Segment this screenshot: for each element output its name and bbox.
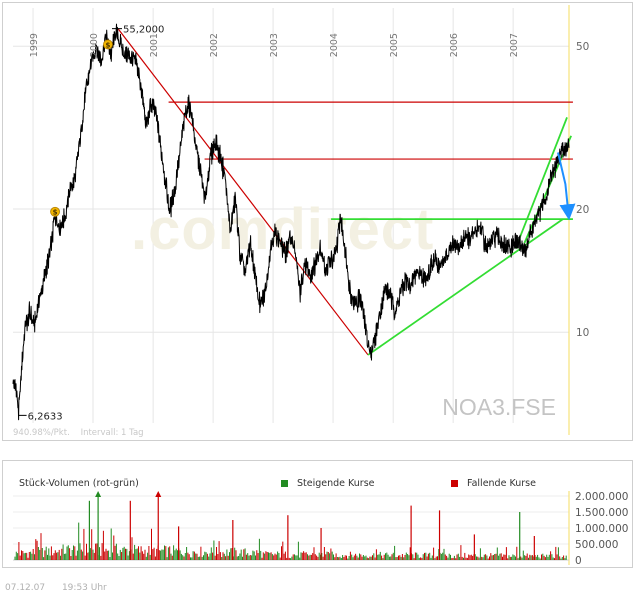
price-chart-panel: .comdirect 1999 2000 2001 2002 2003 2004 2005 2… (2, 2, 633, 441)
y-tick-label: 50 (576, 41, 589, 53)
projection-arrow (557, 152, 576, 221)
x-tick-label: 2002 (209, 33, 220, 57)
x-tick-label: 2007 (509, 33, 520, 57)
price-chart: .comdirect 1999 2000 2001 2002 2003 2004 2005 2… (12, 5, 589, 438)
volume-tick-labels: 2.000.000 1.500.000 1.000.000 500.000 0 (575, 491, 628, 567)
volume-tick-label: 2.000.000 (575, 491, 628, 503)
price-line (12, 23, 570, 421)
min-label: 6,2633 (28, 411, 63, 422)
legend-label-rising: Steigende Kurse (297, 478, 375, 489)
volume-tick-label: 0 (575, 555, 582, 567)
trendline (367, 218, 564, 356)
volume-title: Stück-Volumen (rot-grün) (19, 478, 139, 489)
interval-info: 940.98%/Pkt. Intervall: 1 Tag (13, 428, 144, 438)
symbol-label: NOA3.FSE (442, 394, 556, 420)
trendlines (117, 28, 573, 356)
y-tick-label: 10 (576, 327, 589, 339)
price-series (12, 23, 570, 421)
legend-label-falling: Fallende Kurse (467, 478, 536, 489)
volume-tick-label: 500.000 (575, 539, 618, 551)
x-tick-label: 2004 (329, 33, 340, 57)
price-annotations: 55,2000 6,2633 $ $ (18, 25, 576, 422)
dividend-marker (50, 206, 60, 217)
footer-time: 19:53 Uhr (61, 583, 107, 593)
volume-tick-label: 1.500.000 (575, 507, 628, 519)
x-tick-label: 2006 (449, 33, 460, 57)
x-tick-label: 2001 (149, 33, 160, 57)
volume-bars (14, 491, 567, 560)
footer: 07.12.07 19:53 Uhr (5, 583, 121, 593)
x-tick-label: 2000 (89, 33, 100, 57)
price-tick-labels: 1999 2000 2001 2002 2003 2004 2005 2006 2007 50 20… (29, 33, 589, 339)
volume-chart-panel: Stück-Volumen (rot-grün) Steigende Kurse… (2, 460, 633, 568)
y-tick-label: 20 (576, 204, 589, 216)
trendline (117, 28, 369, 356)
max-label: 55,2000 (123, 25, 164, 36)
volume-chart: Stück-Volumen (rot-grün) Steigende Kurse… (13, 478, 628, 567)
overflow-arrow (95, 491, 102, 497)
x-tick-label: 1999 (29, 33, 40, 57)
x-tick-label: 2005 (389, 33, 400, 57)
trendline (514, 117, 568, 250)
legend-swatch-falling (451, 480, 458, 487)
dividend-marker-label: $ (53, 209, 58, 217)
overflow-arrow (155, 491, 162, 497)
volume-tick-label: 1.000.000 (575, 523, 628, 535)
dividend-marker-label: $ (106, 41, 111, 49)
dividend-marker (103, 39, 113, 50)
legend-swatch-rising (281, 480, 288, 487)
x-tick-label: 2003 (269, 33, 280, 57)
footer-date: 07.12.07 (5, 583, 46, 593)
